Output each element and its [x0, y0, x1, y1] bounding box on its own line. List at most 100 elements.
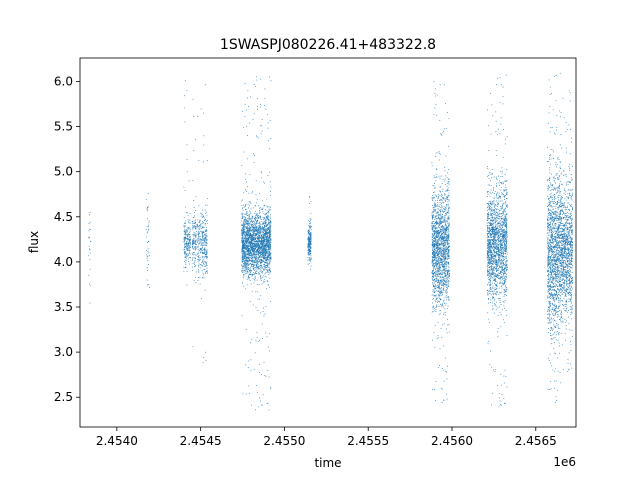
data-point: [269, 238, 271, 240]
data-point: [267, 239, 269, 241]
data-point: [309, 252, 311, 254]
data-point: [432, 200, 433, 201]
data-point: [437, 281, 439, 283]
data-point: [185, 246, 187, 248]
data-point: [242, 247, 244, 249]
data-point: [251, 224, 253, 226]
data-point: [432, 259, 433, 261]
data-point: [245, 231, 247, 233]
data-point: [445, 226, 447, 228]
data-point: [195, 225, 197, 227]
data-point: [431, 272, 433, 273]
data-point: [185, 231, 187, 233]
data-point: [269, 237, 271, 239]
data-point: [146, 198, 148, 200]
data-point: [266, 234, 268, 235]
data-point: [445, 175, 447, 177]
data-point: [268, 206, 270, 208]
data-point: [267, 233, 268, 235]
data-point: [268, 228, 269, 230]
data-point: [205, 221, 207, 222]
data-point: [245, 213, 247, 215]
data-point: [439, 236, 441, 238]
data-point: [257, 263, 258, 264]
data-point: [262, 249, 264, 250]
data-point: [261, 229, 263, 231]
data-point: [436, 237, 438, 238]
data-point: [258, 273, 260, 274]
data-point: [247, 237, 249, 238]
data-point: [265, 235, 266, 237]
data-point: [249, 257, 251, 258]
data-point: [432, 388, 434, 390]
data-point: [258, 229, 260, 231]
data-point: [89, 236, 90, 238]
data-point: [259, 258, 261, 260]
data-point: [259, 225, 261, 227]
data-point: [186, 245, 188, 247]
data-point: [250, 221, 251, 222]
data-point: [254, 258, 256, 260]
data-point: [243, 240, 245, 242]
data-point: [433, 274, 435, 275]
data-point: [198, 233, 200, 235]
data-point: [436, 306, 438, 307]
data-point: [198, 160, 200, 161]
data-point: [266, 269, 268, 271]
data-point: [247, 249, 249, 251]
data-point: [445, 224, 447, 226]
data-point: [264, 276, 266, 277]
data-point: [434, 250, 436, 252]
data-point: [252, 233, 254, 235]
data-point: [446, 240, 448, 241]
data-point: [242, 234, 244, 235]
data-point: [200, 238, 201, 240]
data-point: [433, 265, 435, 267]
data-point: [262, 265, 264, 267]
data-point: [442, 215, 444, 217]
data-point: [446, 270, 448, 272]
data-point: [186, 212, 187, 214]
data-point: [442, 230, 444, 232]
data-point: [260, 208, 262, 210]
data-point: [244, 247, 246, 248]
data-point: [255, 224, 257, 226]
data-point: [246, 249, 248, 251]
data-point: [197, 253, 199, 255]
data-point: [437, 259, 439, 261]
data-point: [263, 237, 264, 239]
data-point: [149, 287, 150, 289]
data-point: [437, 281, 439, 283]
data-point: [241, 248, 243, 250]
data-point: [439, 227, 441, 229]
data-point: [197, 255, 199, 257]
data-point: [268, 249, 269, 250]
data-point: [448, 246, 450, 247]
data-point: [263, 260, 264, 262]
data-point: [243, 227, 245, 229]
data-point: [257, 214, 259, 216]
data-point: [252, 232, 254, 234]
data-point: [247, 239, 248, 241]
data-point: [308, 241, 310, 242]
data-point: [248, 192, 250, 194]
data-point: [196, 225, 198, 227]
data-point: [437, 222, 438, 224]
data-point: [243, 249, 245, 251]
data-point: [440, 269, 442, 271]
data-point: [146, 208, 148, 210]
data-point: [189, 213, 191, 214]
data-point: [267, 238, 268, 240]
data-point: [185, 264, 187, 266]
data-point: [244, 236, 246, 238]
data-point: [254, 274, 255, 276]
data-point: [185, 222, 186, 224]
data-point: [441, 202, 443, 204]
data-point: [251, 260, 253, 262]
data-point: [441, 248, 443, 250]
data-point: [437, 271, 439, 273]
data-point: [146, 270, 148, 271]
data-point: [246, 243, 248, 245]
data-point: [248, 257, 249, 258]
data-point: [245, 265, 247, 267]
